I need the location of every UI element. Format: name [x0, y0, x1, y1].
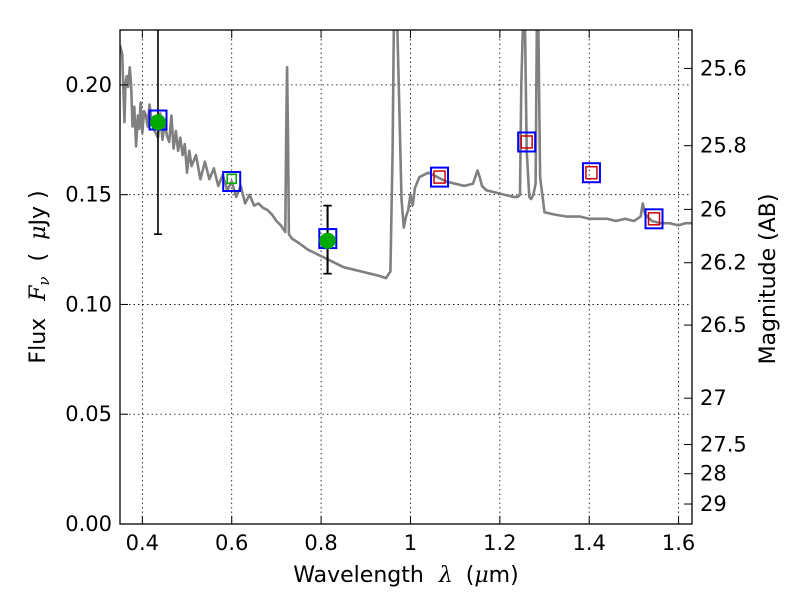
y-tick-label: 0.15: [65, 183, 112, 207]
model-point-square: [430, 166, 450, 188]
x-axis-label-symbol: λ: [438, 563, 453, 588]
x-axis-label-unit-rest: m): [489, 563, 519, 588]
x-tick-label: 1: [404, 531, 417, 555]
model-point-square: [222, 170, 242, 192]
series-layer: [120, 30, 692, 280]
measurement-square: [433, 170, 446, 184]
series-line-model-sed: [120, 30, 692, 280]
model-point-square: [581, 162, 601, 184]
model-point-square: [517, 131, 537, 153]
y2-tick-label: 26.5: [700, 313, 747, 337]
y2-tick-label: 27: [700, 386, 727, 410]
y2-tick-label: 28: [700, 462, 727, 486]
y-tick-label: 0.00: [65, 512, 112, 536]
detection-point: [319, 232, 336, 249]
y2-tick-label: 25.8: [700, 134, 747, 158]
ticks-layer: 0.4 0.6 0.8 1 1.2 1.4 1.6 0.00 0.05 0.10 0.15 0.20 2…: [65, 30, 747, 555]
y2-tick-label: 29: [700, 492, 727, 516]
x-axis-label: Wavelength λ (μm): [293, 563, 518, 588]
y-axis-label: Flux Fν ( μJy ): [26, 190, 55, 363]
measurement-square: [585, 165, 598, 180]
y2-tick-label: 25.6: [700, 56, 747, 80]
y-tick-label: 0.20: [65, 73, 112, 97]
x-tick-label: 0.4: [126, 531, 159, 555]
x-tick-label: 1.4: [573, 531, 606, 555]
x-tick-label: 1.6: [662, 531, 695, 555]
x-axis-label-text: Wavelength: [293, 563, 424, 588]
y2-tick-label: 26: [700, 197, 727, 221]
grid-lines: [120, 30, 692, 525]
x-axis-label-unit-mu: μ: [474, 563, 488, 588]
y-tick-label: 0.05: [65, 402, 112, 426]
x-tick-label: 0.8: [304, 531, 337, 555]
detection-point: [149, 114, 166, 131]
y2-tick-label: 27.5: [700, 433, 747, 457]
y-axis-label-unit-rest: Jy ): [26, 190, 51, 227]
y-axis-label-unit-open: (: [26, 253, 51, 262]
y-axis-label-unit-mu: μ: [26, 226, 51, 240]
y2-tick-label: 26.2: [700, 251, 747, 275]
detection-point: [226, 173, 238, 185]
x-tick-label: 1.2: [483, 531, 516, 555]
y-axis-label-text: Flux: [26, 318, 51, 364]
measurement-square: [520, 135, 533, 149]
points-layer: [148, 30, 664, 275]
plot-frame: [119, 29, 693, 525]
y-tick-label: 0.10: [65, 292, 112, 316]
y-axis-label-symbol: F: [26, 285, 51, 302]
x-axis-label-unit-open: (: [466, 563, 475, 588]
y2-axis-label: Magnitude (AB): [756, 194, 781, 365]
y-axis-label-subscript: ν: [35, 276, 53, 285]
x-tick-label: 0.6: [215, 531, 248, 555]
measurement-square: [647, 212, 661, 226]
model-point-square: [644, 208, 664, 230]
